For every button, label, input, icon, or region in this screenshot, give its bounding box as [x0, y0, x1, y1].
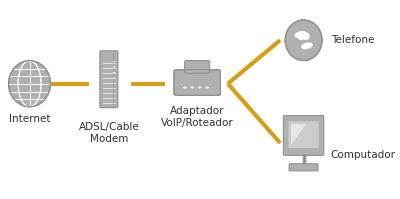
Ellipse shape	[301, 42, 313, 49]
FancyBboxPatch shape	[100, 51, 118, 108]
Circle shape	[113, 78, 115, 79]
FancyBboxPatch shape	[174, 70, 220, 95]
Text: Telefone: Telefone	[331, 35, 374, 45]
Circle shape	[113, 72, 115, 73]
Circle shape	[205, 87, 209, 89]
Text: ADSL/Cable
Modem: ADSL/Cable Modem	[78, 122, 139, 144]
FancyBboxPatch shape	[283, 115, 324, 155]
Ellipse shape	[285, 20, 322, 60]
Text: Computador: Computador	[330, 150, 395, 160]
Circle shape	[190, 87, 194, 89]
Ellipse shape	[9, 61, 50, 107]
FancyBboxPatch shape	[289, 164, 318, 171]
Text: Adaptador
VoIP/Roteador: Adaptador VoIP/Roteador	[161, 106, 234, 128]
Polygon shape	[291, 124, 306, 145]
Circle shape	[113, 66, 115, 68]
Circle shape	[198, 87, 202, 89]
Circle shape	[183, 87, 186, 89]
Ellipse shape	[294, 31, 306, 38]
FancyBboxPatch shape	[185, 60, 210, 73]
Text: Internet: Internet	[9, 114, 50, 124]
Circle shape	[113, 61, 115, 62]
FancyBboxPatch shape	[288, 121, 319, 148]
